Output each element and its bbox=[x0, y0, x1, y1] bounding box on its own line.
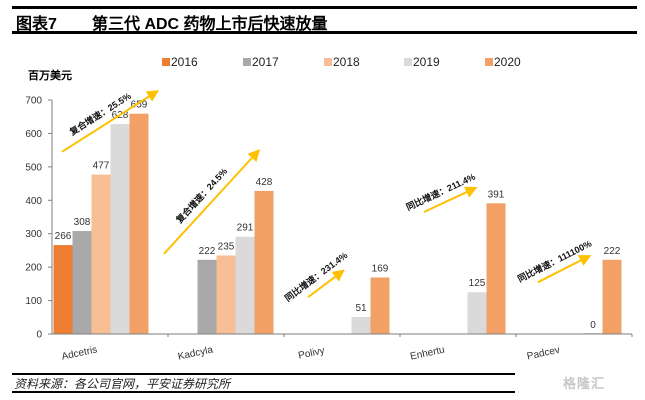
data-label: 169 bbox=[372, 264, 389, 275]
legend: 2016 2017 2018 2019 2020 bbox=[0, 55, 645, 71]
bar-enhertu-2019 bbox=[467, 292, 487, 334]
data-label: 428 bbox=[256, 177, 273, 188]
bar-adcetris-2018 bbox=[91, 174, 111, 334]
data-label: 391 bbox=[488, 189, 505, 200]
legend-item-2016: 2016 bbox=[162, 55, 198, 69]
data-label: 235 bbox=[218, 241, 235, 252]
data-label: 222 bbox=[604, 246, 621, 257]
legend-label: 2018 bbox=[333, 55, 360, 69]
source-note: 资料来源：各公司官网，平安证券研究所 bbox=[14, 377, 231, 391]
legend-label: 2016 bbox=[171, 55, 198, 69]
legend-swatch bbox=[162, 58, 170, 66]
data-label: 51 bbox=[355, 303, 367, 314]
x-category-label: Adcetris bbox=[61, 344, 99, 362]
bar-enhertu-2020 bbox=[486, 203, 506, 334]
title-bar: 图表7 第三代 ADC 药物上市后快速放量 bbox=[12, 6, 637, 34]
y-tick-label: 0 bbox=[36, 330, 42, 341]
bar-adcetris-2017 bbox=[72, 231, 92, 334]
legend-label: 2019 bbox=[413, 55, 440, 69]
watermark-text: 格隆汇 bbox=[563, 376, 606, 391]
legend-label: 2020 bbox=[494, 55, 521, 69]
data-label: 308 bbox=[74, 217, 91, 228]
legend-label: 2017 bbox=[252, 55, 279, 69]
y-tick-label: 600 bbox=[25, 129, 42, 140]
chart-title: 第三代 ADC 药物上市后快速放量 bbox=[92, 16, 328, 33]
growth-arrow bbox=[61, 90, 160, 153]
growth-arrow bbox=[537, 255, 592, 284]
x-category-label: Padcev bbox=[526, 345, 561, 363]
legend-item-2017: 2017 bbox=[243, 55, 279, 69]
bar-adcetris-2019 bbox=[110, 124, 130, 334]
y-tick-label: 300 bbox=[25, 229, 42, 240]
data-label: 291 bbox=[237, 223, 254, 234]
legend-swatch bbox=[404, 58, 412, 66]
growth-annotation: 复合增速：24.5% bbox=[173, 166, 229, 226]
bar-padcev-2020 bbox=[602, 259, 622, 334]
legend-swatch bbox=[485, 58, 493, 66]
y-tick-label: 100 bbox=[25, 296, 42, 307]
data-label: 125 bbox=[469, 278, 486, 289]
y-tick-label: 400 bbox=[25, 196, 42, 207]
figure-number: 图表7 bbox=[16, 16, 57, 33]
data-label: 477 bbox=[93, 161, 110, 172]
bar-kadcyla-2018 bbox=[216, 255, 236, 334]
x-category-label: Polivy bbox=[297, 345, 325, 361]
growth-arrow bbox=[307, 269, 345, 299]
bar-kadcyla-2020 bbox=[254, 190, 274, 334]
bar-adcetris-2016 bbox=[53, 245, 73, 334]
legend-item-2019: 2019 bbox=[404, 55, 440, 69]
footer-bar: 资料来源：各公司官网，平安证券研究所 bbox=[12, 373, 515, 393]
legend-swatch bbox=[324, 58, 332, 66]
legend-item-2018: 2018 bbox=[324, 55, 360, 69]
data-label: 222 bbox=[199, 246, 216, 257]
legend-swatch bbox=[243, 58, 251, 66]
bar-polivy-2020 bbox=[370, 277, 390, 334]
y-tick-label: 500 bbox=[25, 162, 42, 173]
growth-annotation: 同比增速：231.4% bbox=[282, 249, 349, 303]
y-tick-label: 700 bbox=[25, 96, 42, 107]
x-category-label: Enhertu bbox=[409, 345, 446, 363]
legend-item-2020: 2020 bbox=[485, 55, 521, 69]
growth-arrow bbox=[163, 149, 261, 255]
growth-arrow bbox=[423, 186, 478, 213]
data-label: 266 bbox=[55, 231, 72, 242]
bar-polivy-2019 bbox=[351, 316, 371, 334]
watermark-logo: 格隆汇 bbox=[563, 373, 605, 392]
y-tick-label: 200 bbox=[25, 263, 42, 274]
data-label: 659 bbox=[131, 100, 148, 111]
bar-adcetris-2020 bbox=[129, 113, 149, 334]
bar-kadcyla-2019 bbox=[235, 236, 255, 334]
bar-kadcyla-2017 bbox=[197, 259, 217, 334]
data-label: 0 bbox=[590, 320, 596, 331]
y-axis-unit-label: 百万美元 bbox=[28, 70, 72, 82]
x-category-label: Kadcyla bbox=[177, 344, 215, 362]
